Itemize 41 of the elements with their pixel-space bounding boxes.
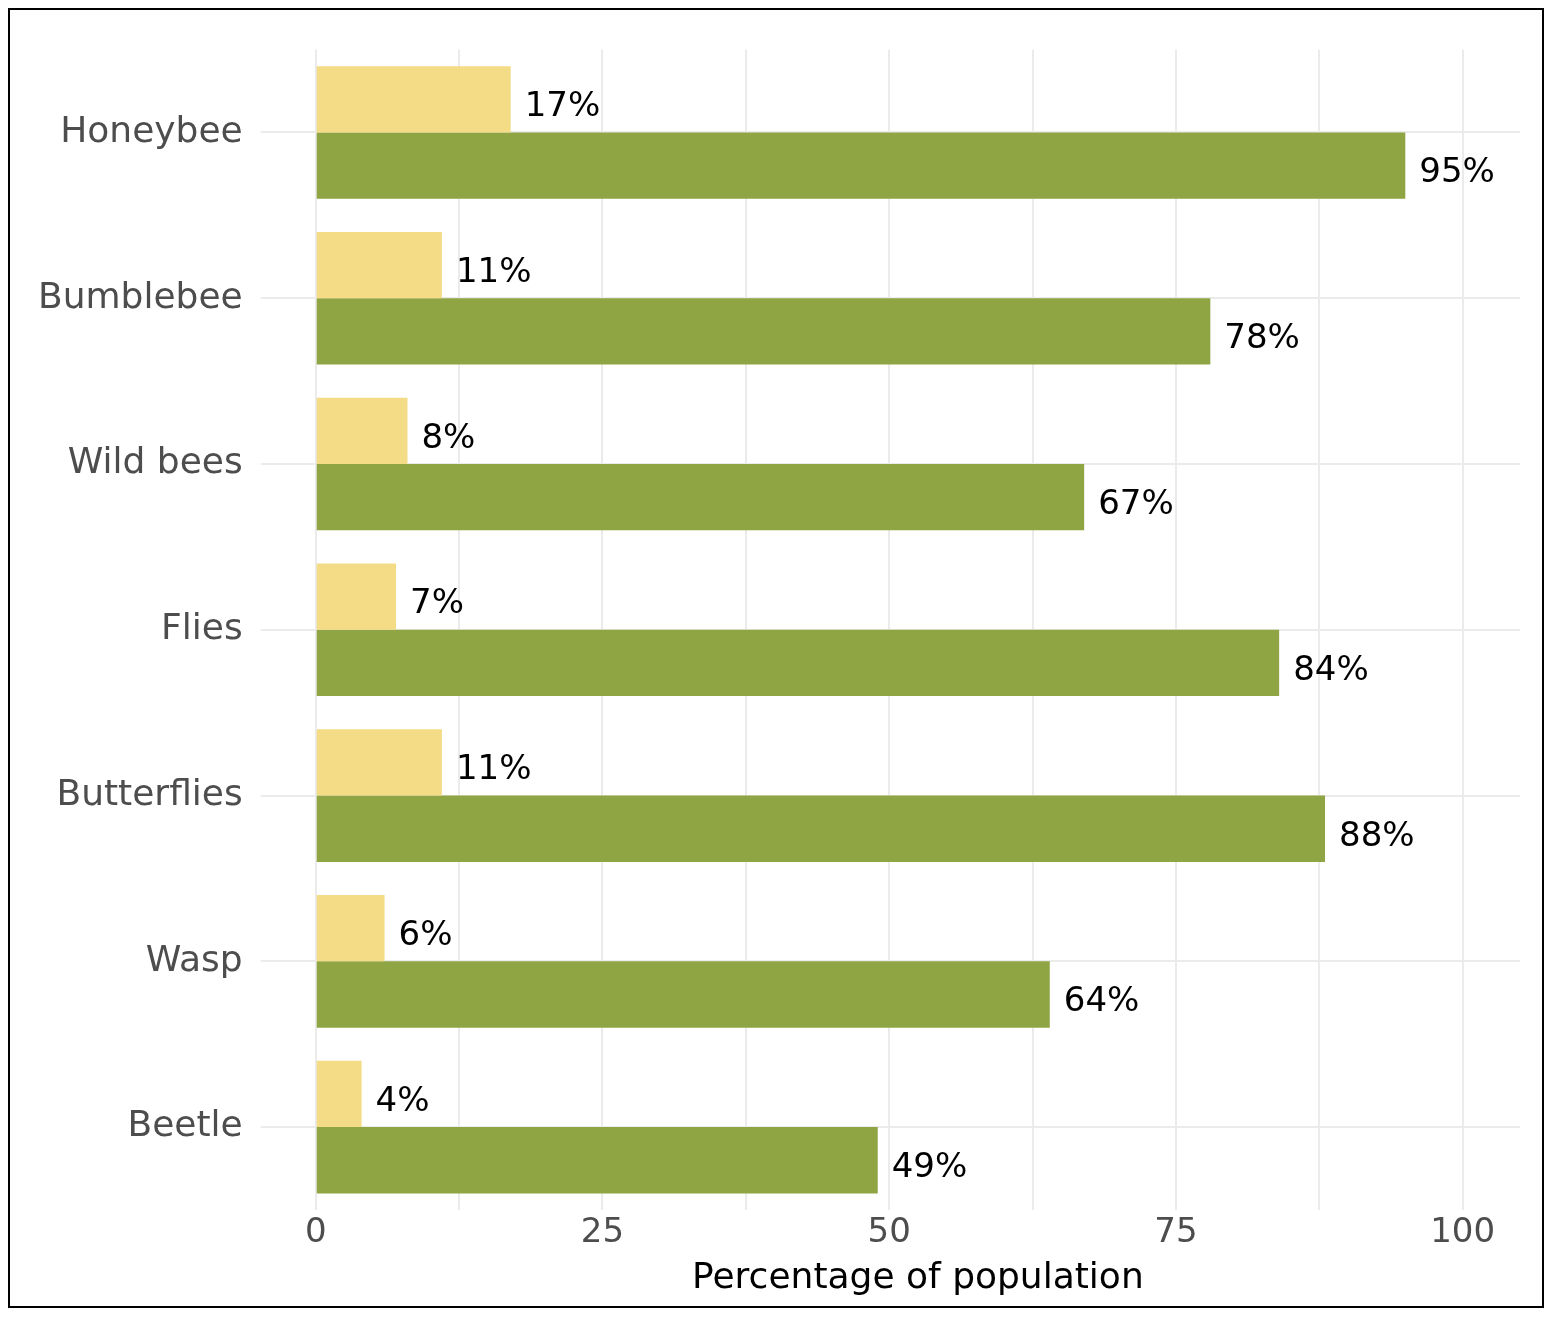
y-tick-label: Honeybee: [60, 108, 243, 150]
y-tick-label: Butterflies: [56, 771, 243, 813]
x-tick-label: 0: [304, 1210, 327, 1251]
data-label: 78%: [1224, 316, 1300, 357]
bar: [316, 298, 1211, 365]
data-label: 64%: [1063, 979, 1140, 1020]
y-tick-label: Beetle: [127, 1103, 243, 1145]
x-axis-title: Percentage of population: [692, 1254, 1144, 1296]
data-label: 7%: [410, 581, 464, 622]
bar: [316, 729, 442, 796]
x-tick-label: 50: [867, 1210, 911, 1251]
bar: [316, 795, 1326, 862]
bar: [316, 629, 1280, 697]
bar: [316, 66, 511, 133]
data-label: 11%: [455, 249, 532, 290]
data-label: 17%: [524, 84, 601, 125]
data-label: 6%: [398, 913, 453, 954]
data-label: 8%: [421, 415, 476, 456]
bar: [316, 397, 408, 465]
bar: [316, 464, 1085, 531]
y-tick-label: Bumblebee: [38, 274, 243, 316]
data-label: 84%: [1293, 647, 1369, 688]
bar: [316, 563, 397, 630]
data-label: 95%: [1419, 150, 1495, 191]
data-label: 49%: [891, 1145, 968, 1186]
x-tick-label: 100: [1430, 1210, 1496, 1251]
bar: [316, 961, 1050, 1028]
data-label: 67%: [1098, 482, 1174, 523]
y-tick-label: Wasp: [145, 937, 243, 979]
bar: [316, 1060, 362, 1128]
data-label: 11%: [455, 747, 532, 788]
y-tick-label: Wild bees: [67, 440, 243, 482]
y-tick-label: Flies: [161, 606, 243, 648]
bar: [316, 132, 1406, 199]
bar: [316, 231, 442, 299]
bar: [316, 1127, 878, 1194]
x-tick-label: 75: [1154, 1210, 1198, 1251]
bar: [316, 895, 385, 962]
x-tick-label: 25: [580, 1210, 625, 1251]
data-label: 88%: [1339, 813, 1415, 854]
data-label: 4%: [375, 1078, 430, 1119]
